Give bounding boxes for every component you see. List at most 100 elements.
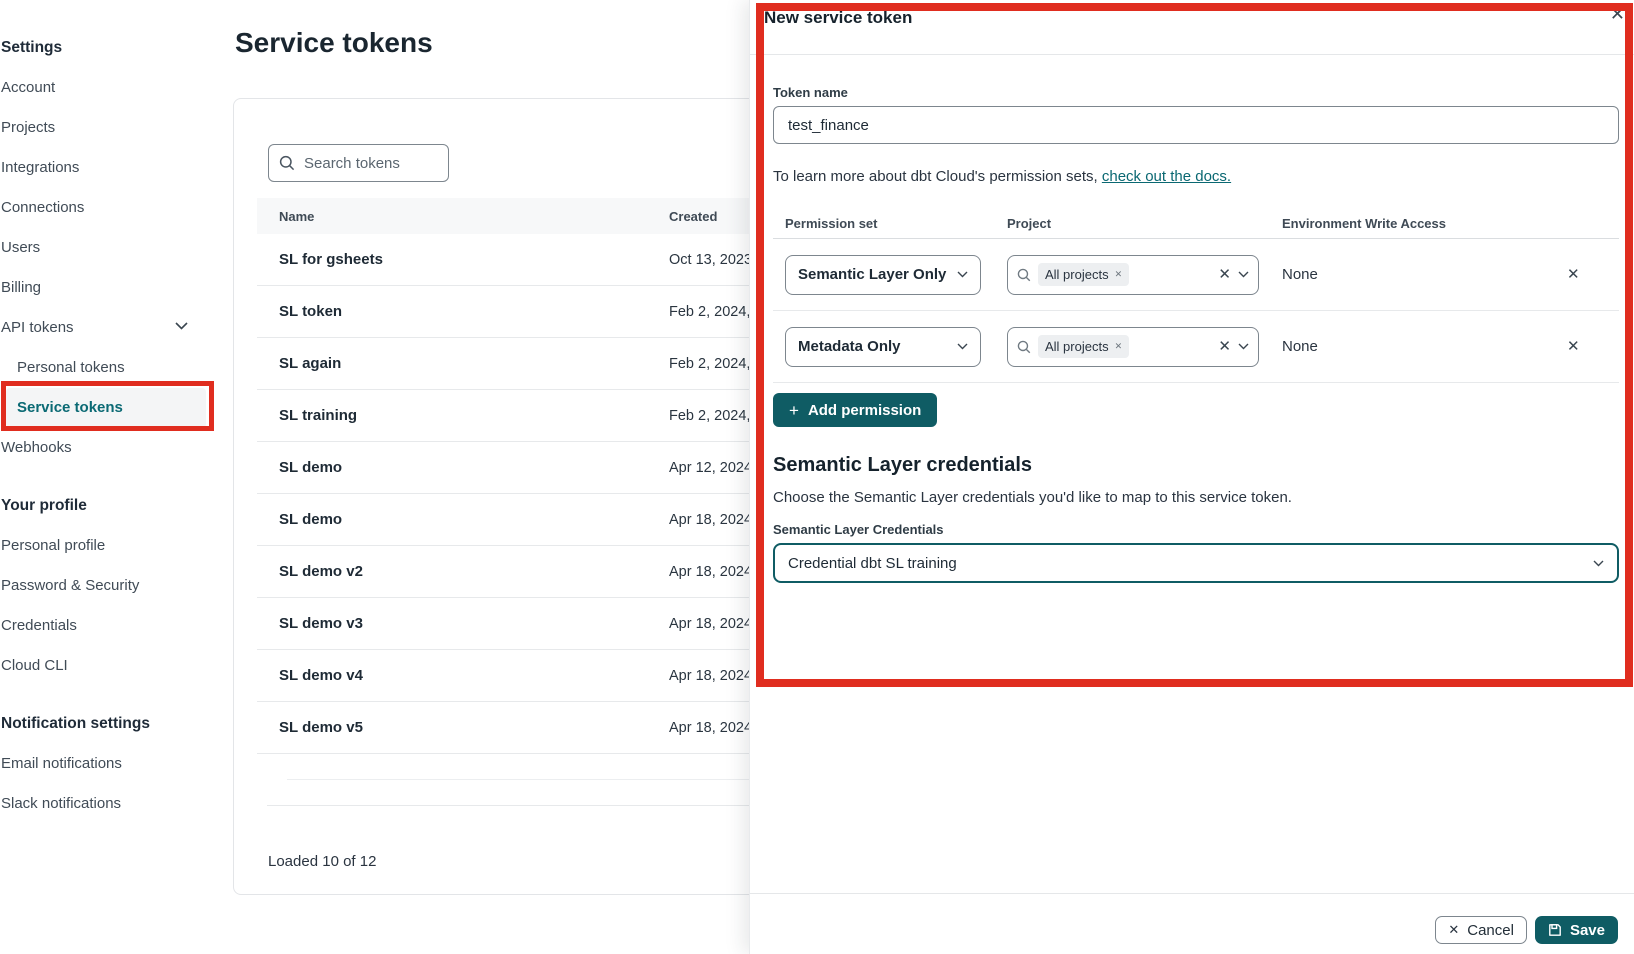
cancel-label: Cancel (1467, 921, 1514, 939)
token-created: Apr 18, 2024, (669, 667, 757, 684)
chevron-down-icon (957, 343, 968, 350)
grid-header-project: Project (1007, 216, 1052, 231)
token-name: SL demo (279, 511, 343, 528)
sidebar-spacer (0, 468, 220, 486)
save-label: Save (1569, 921, 1605, 939)
env-write-access-value: None (1282, 265, 1318, 283)
column-header-created: Created (669, 208, 718, 224)
token-created: Apr 18, 2024, (669, 615, 757, 632)
token-created: Feb 2, 2024, 2 (669, 407, 763, 424)
token-name: SL again (279, 355, 342, 372)
cancel-button[interactable]: ✕ Cancel (1435, 916, 1527, 944)
sidebar-spacer (0, 686, 220, 704)
project-chip-label: All projects (1045, 267, 1109, 282)
sidebar-item-webhooks[interactable]: Webhooks (1, 439, 72, 456)
permission-set-value: Semantic Layer Only (798, 266, 947, 283)
sidebar-item-credentials[interactable]: Credentials (1, 617, 77, 634)
close-icon: ✕ (1448, 922, 1460, 937)
page-title: Service tokens (235, 27, 433, 58)
token-name: SL demo (279, 459, 343, 476)
sidebar-item-connections[interactable]: Connections (1, 199, 85, 216)
add-permission-button[interactable]: + Add permission (773, 393, 938, 427)
chevron-down-icon (175, 322, 188, 330)
permissions-grid-header: Permission set Project Environment Write… (773, 209, 1619, 239)
save-icon (1548, 923, 1562, 937)
token-created: Apr 12, 2024, (669, 459, 757, 476)
sidebar-item-password-security[interactable]: Password & Security (1, 577, 140, 594)
add-permission-label: Add permission (807, 401, 922, 419)
chevron-down-icon (957, 271, 968, 278)
sidebar-item-service-tokens[interactable]: Service tokens (1, 381, 214, 431)
token-name: SL training (279, 407, 358, 424)
token-created: Oct 13, 2023, (669, 251, 757, 268)
token-name: SL demo v2 (279, 563, 363, 580)
search-tokens-box (268, 144, 449, 182)
sidebar-item-email-notifications[interactable]: Email notifications (1, 755, 122, 772)
sidebar-item-users[interactable]: Users (1, 239, 41, 256)
sidebar-heading-settings: Settings (1, 39, 63, 56)
chevron-down-icon (1593, 560, 1604, 567)
permissions-grid: Permission set Project Environment Write… (773, 209, 1619, 383)
token-name: SL demo v4 (279, 667, 363, 684)
sidebar-item-personal-tokens[interactable]: Personal tokens (17, 359, 125, 376)
token-created: Apr 18, 2024, (669, 719, 757, 736)
drawer-title: New service token (764, 8, 913, 27)
sidebar-item-account[interactable]: Account (1, 79, 56, 96)
sidebar-item-slack-notifications[interactable]: Slack notifications (1, 795, 122, 812)
token-name: SL token (279, 303, 343, 320)
project-combobox[interactable]: All projects ✕ ✕ (1007, 254, 1259, 295)
docs-text: To learn more about dbt Cloud's permissi… (773, 168, 1102, 185)
token-created: Feb 2, 2024, 1 (669, 303, 763, 320)
chevron-down-icon[interactable] (1238, 271, 1249, 278)
permission-set-select[interactable]: Metadata Only (785, 326, 981, 367)
grid-header-permission-set: Permission set (785, 216, 878, 231)
permission-row: Metadata Only All projects ✕ (773, 311, 1619, 383)
search-icon (1017, 340, 1031, 354)
sidebar-item-personal-profile[interactable]: Personal profile (1, 537, 106, 554)
remove-permission-icon[interactable]: ✕ (1567, 266, 1580, 283)
drawer-footer: ✕ Cancel Save (750, 893, 1634, 954)
remove-permission-icon[interactable]: ✕ (1567, 338, 1580, 355)
clear-icon[interactable]: ✕ (1218, 338, 1231, 355)
permission-docs-line: To learn more about dbt Cloud's permissi… (773, 168, 1619, 185)
drawer-header: New service token ✕ (750, 0, 1634, 55)
permission-row: Semantic Layer Only All projects ✕ (773, 239, 1619, 311)
remove-chip-icon[interactable]: ✕ (1114, 341, 1123, 351)
plus-icon: + (789, 400, 799, 420)
sidebar-item-api-tokens[interactable]: API tokens (0, 308, 220, 348)
semantic-layer-credentials-label: Semantic Layer Credentials (773, 522, 944, 537)
project-chip: All projects ✕ (1038, 263, 1130, 286)
sidebar-heading-notification-settings: Notification settings (1, 715, 150, 732)
token-name: SL for gsheets (279, 251, 383, 268)
docs-link[interactable]: check out the docs. (1101, 168, 1232, 185)
chevron-down-icon[interactable] (1238, 343, 1249, 350)
remove-chip-icon[interactable]: ✕ (1114, 269, 1123, 279)
sidebar-item-cloud-cli[interactable]: Cloud CLI (1, 657, 68, 674)
token-name-label: Token name (773, 85, 848, 100)
semantic-layer-credentials-select[interactable]: Credential dbt SL training (773, 543, 1619, 583)
token-created: Feb 2, 2024, 1 (669, 355, 763, 372)
clear-icon[interactable]: ✕ (1218, 266, 1231, 283)
project-combobox[interactable]: All projects ✕ ✕ (1007, 326, 1259, 367)
permission-set-select[interactable]: Semantic Layer Only (785, 254, 981, 295)
search-icon (1017, 268, 1031, 282)
drawer-body: Token name To learn more about dbt Cloud… (750, 55, 1634, 583)
save-button[interactable]: Save (1534, 916, 1618, 944)
semantic-layer-credentials-heading: Semantic Layer credentials (773, 454, 1033, 476)
env-write-access-value: None (1282, 337, 1318, 355)
permission-set-value: Metadata Only (798, 338, 901, 355)
column-header-name: Name (279, 208, 315, 224)
token-name: SL demo v5 (279, 719, 363, 736)
sidebar-item-integrations[interactable]: Integrations (1, 159, 80, 176)
semantic-layer-credentials-value: Credential dbt SL training (788, 554, 957, 572)
token-name: SL demo v3 (279, 615, 363, 632)
token-name-input[interactable] (773, 106, 1619, 144)
settings-sidebar: Settings Account Projects Integrations C… (0, 0, 220, 824)
sidebar-item-billing[interactable]: Billing (1, 279, 42, 296)
project-chip: All projects ✕ (1038, 335, 1130, 358)
api-tokens-label: API tokens (1, 319, 74, 336)
close-icon[interactable]: ✕ (1609, 4, 1625, 24)
search-tokens-input[interactable] (304, 154, 438, 172)
grid-header-env-write-access: Environment Write Access (1282, 216, 1446, 231)
sidebar-item-projects[interactable]: Projects (1, 119, 56, 136)
